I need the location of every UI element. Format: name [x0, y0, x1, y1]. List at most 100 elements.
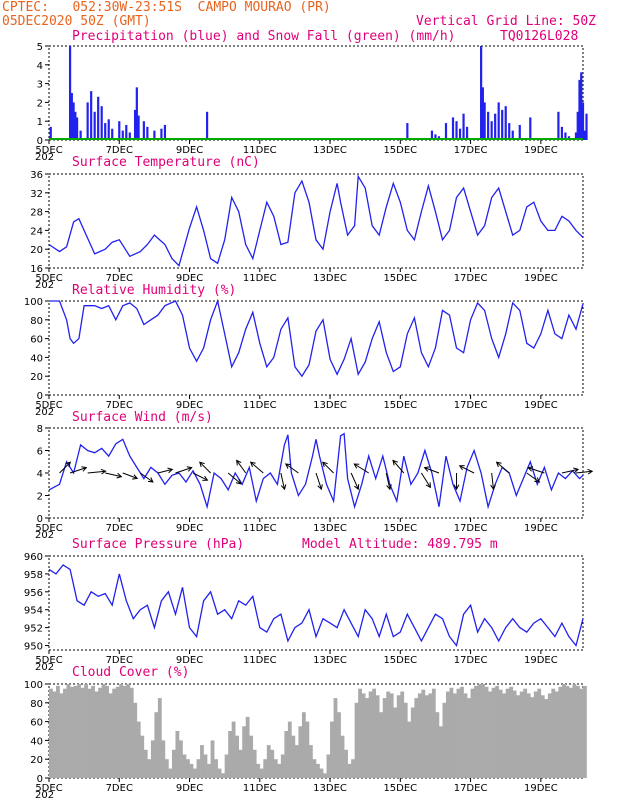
cloud-bar-83: [340, 735, 345, 778]
cloud-bar-124: [484, 686, 489, 778]
xtick-label-0-7: 19DEC: [524, 145, 558, 156]
xtick-label-4-3: 11DEC: [243, 655, 277, 666]
cloud-bar-63: [270, 749, 275, 778]
cloud-bar-8: [77, 684, 81, 778]
ytick-label-3-1: 2: [37, 492, 43, 503]
ytick-label-3-4: 8: [37, 424, 43, 435]
ytick-label-2-2: 40: [30, 353, 43, 364]
series-line-2: [49, 298, 584, 378]
precip-bar-15: [118, 121, 121, 140]
wind-arrow-15: [315, 472, 322, 490]
cloud-bar-73: [305, 721, 310, 778]
wind-arrow-27: [526, 472, 540, 483]
year-stub-5: 202: [35, 790, 54, 800]
precip-bar-43: [494, 113, 497, 140]
xtick-label-2-0: 5DEC: [35, 400, 62, 411]
xtick-label-5-4: 13DEC: [313, 783, 347, 794]
ytick-label-1-5: 36: [30, 170, 43, 181]
wind-arrow-14: [285, 463, 299, 474]
wind-arrowhead-8: [202, 475, 209, 481]
series-line-1: [48, 174, 584, 267]
precip-bar-3: [72, 102, 75, 140]
xtick-label-1-4: 13DEC: [313, 273, 347, 284]
cloud-bar-96: [386, 691, 391, 778]
cloud-bar-144: [554, 691, 559, 778]
precip-bar-34: [455, 121, 458, 140]
precip-bar-1: [68, 46, 72, 140]
cloud-bar-76: [316, 763, 320, 778]
precip-bar-55: [574, 132, 578, 140]
wind-arrow-2: [87, 470, 106, 474]
cloud-bar-87: [354, 702, 359, 778]
cloud-bar-150: [575, 685, 580, 778]
cloud-bar-66: [280, 754, 285, 778]
precip-bar-28: [406, 123, 409, 140]
cloud-bar-74: [308, 745, 313, 778]
xtick-label-0-0: 5DEC: [35, 145, 62, 156]
wind-arrowhead-23: [453, 484, 460, 491]
cloud-bar-51: [228, 731, 232, 778]
wind-arrowhead-5: [147, 477, 154, 483]
cloud-bar-9: [80, 687, 85, 778]
cloud-bar-41: [193, 768, 197, 778]
precip-bar-13: [107, 119, 110, 140]
xtick-label-2-2: 9DEC: [176, 400, 203, 411]
wind-arrow-26: [496, 461, 510, 474]
cloud-bar-137: [530, 697, 535, 778]
cloud-bar-30: [154, 712, 159, 778]
xtick-label-4-1: 7DEC: [106, 655, 133, 666]
model-altitude: Model Altitude: 489.795 m: [302, 537, 498, 552]
cloud-bar-130: [505, 688, 510, 778]
xtick-label-0-3: 11DEC: [243, 145, 277, 156]
wind-arrow-6: [157, 468, 173, 474]
cloud-bar-58: [252, 749, 257, 778]
cloud-bar-131: [509, 686, 514, 778]
ytick-label-5-4: 80: [30, 699, 43, 710]
wind-arrow-9: [199, 461, 211, 474]
precip-bar-21: [137, 115, 140, 140]
wind-arrowhead-21: [425, 482, 431, 489]
precip-bar-27: [205, 111, 209, 140]
cloud-bar-49: [221, 773, 225, 778]
cloud-bar-99: [396, 695, 401, 778]
precip-bar-30: [434, 134, 437, 140]
cloud-bar-112: [442, 702, 447, 778]
wind-arrowhead-4: [132, 474, 139, 480]
wind-arrow-0: [59, 461, 71, 474]
xtick-label-5-7: 19DEC: [524, 783, 558, 794]
ytick-label-0-0: 0: [37, 136, 43, 147]
wind-arrow-19: [385, 472, 391, 490]
cloud-bar-17: [108, 693, 113, 778]
cloud-bar-56: [245, 716, 250, 778]
cloud-bar-32: [161, 740, 166, 778]
cloud-bar-88: [358, 688, 362, 778]
xtick-label-1-7: 19DEC: [524, 273, 558, 284]
cloud-bar-147: [565, 685, 570, 778]
cloud-bar-33: [164, 759, 169, 778]
cloud-bar-1: [52, 691, 57, 778]
ytick-label-3-3: 6: [37, 447, 43, 458]
xtick-label-0-2: 9DEC: [176, 145, 203, 156]
wind-arrowhead-29: [573, 467, 580, 474]
cloud-bar-140: [540, 695, 545, 778]
xtick-label-5-6: 17DEC: [454, 783, 488, 794]
cloud-bar-26: [140, 735, 145, 778]
cloud-bar-149: [572, 684, 577, 778]
xtick-label-3-2: 9DEC: [176, 523, 203, 534]
ytick-label-0-2: 2: [37, 98, 43, 109]
ytick-label-4-4: 958: [24, 570, 43, 581]
cloud-bar-101: [403, 702, 408, 778]
precip-bar-58: [580, 72, 583, 140]
xtick-label-1-5: 15DEC: [383, 273, 417, 284]
cloud-bar-110: [435, 712, 440, 778]
precip-bar-47: [508, 123, 511, 140]
precip-bar-14: [111, 128, 114, 140]
cloud-bar-37: [178, 740, 183, 778]
wind-arrow-16: [322, 461, 334, 474]
precip-bar-53: [564, 132, 567, 140]
ytick-label-0-4: 4: [37, 61, 43, 72]
xtick-label-1-6: 17DEC: [454, 273, 488, 284]
precip-bar-33: [451, 117, 455, 140]
cloud-bar-114: [449, 687, 454, 778]
precip-bar-22: [142, 121, 145, 140]
